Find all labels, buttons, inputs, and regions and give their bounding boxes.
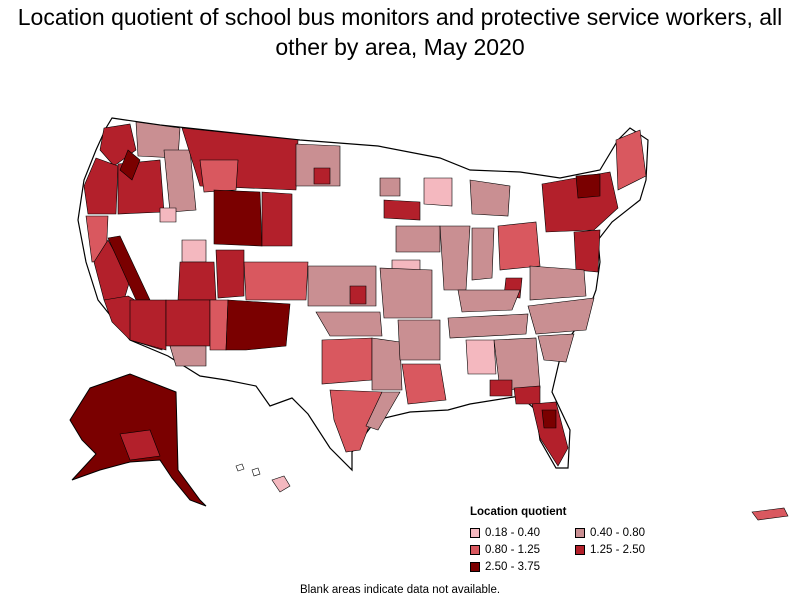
region-nm-west: [209, 299, 229, 351]
legend-item-1: 0.40 - 0.80: [575, 526, 680, 540]
region-az-west: [129, 299, 167, 351]
region-az-south: [169, 345, 207, 367]
region-tn: [447, 313, 529, 339]
region-wy: [213, 189, 263, 247]
region-fl-dark: [541, 409, 557, 429]
region-ia: [395, 225, 441, 253]
legend-items: 0.18 - 0.40 0.40 - 0.80 0.80 - 1.25 1.25…: [470, 526, 710, 574]
region-hawaii-big: [271, 475, 291, 493]
legend-title: Location quotient: [470, 506, 567, 518]
region-or-east: [119, 149, 141, 181]
region-hawaii-small-1: [251, 467, 261, 477]
legend-label-0: 0.18 - 0.40: [485, 527, 540, 539]
region-il: [439, 225, 471, 291]
region-in: [471, 227, 495, 281]
region-al-ms-light: [465, 339, 497, 375]
region-fl-panhandle: [513, 385, 541, 405]
legend-swatch-4: [470, 562, 480, 572]
region-mt: [181, 127, 299, 191]
region-tx-north: [321, 337, 373, 385]
region-mn-dark: [383, 199, 421, 221]
legend-swatch-3: [575, 545, 585, 555]
legend-label-2: 0.80 - 1.25: [485, 544, 540, 556]
region-puerto-rico: [751, 507, 789, 521]
legend-swatch-1: [575, 528, 585, 538]
region-wy-east: [261, 191, 293, 247]
legend-item-0: 0.18 - 0.40: [470, 526, 575, 540]
legend-label-1: 0.40 - 0.80: [590, 527, 645, 539]
region-tx-south: [329, 389, 383, 453]
region-fl-peninsula: [531, 401, 569, 467]
region-az-central: [165, 299, 211, 347]
legend-label-4: 2.50 - 3.75: [485, 561, 540, 573]
region-id-small: [159, 207, 177, 223]
region-ca-central: [93, 239, 131, 301]
region-alaska-south: [119, 429, 161, 461]
region-mi: [469, 179, 511, 217]
region-ny-dark: [575, 173, 601, 199]
legend-item-2: 0.80 - 1.25: [470, 543, 575, 557]
region-la: [401, 363, 447, 405]
region-nj-md: [573, 229, 601, 273]
map-legend: Location quotient 0.18 - 0.40 0.40 - 0.8…: [470, 506, 710, 574]
region-mt-sw: [199, 159, 239, 193]
region-va: [529, 265, 587, 301]
region-co-west: [215, 249, 245, 299]
region-ut-small: [181, 239, 207, 263]
legend-swatch-0: [470, 528, 480, 538]
region-la-dark: [489, 379, 513, 397]
map-title: Location quotient of school bus monitors…: [17, 4, 783, 60]
legend-item-3: 1.25 - 2.50: [575, 543, 680, 557]
region-ok: [315, 311, 383, 337]
region-ut-south: [177, 261, 217, 301]
region-tx-east: [371, 337, 403, 391]
region-nm-east: [225, 299, 291, 351]
region-hawaii-small-2: [235, 463, 245, 472]
region-or-coast: [83, 157, 119, 215]
legend-item-4: 2.50 - 3.75: [470, 560, 575, 574]
region-tx-coast: [365, 391, 401, 431]
region-ky: [457, 289, 521, 313]
region-id: [163, 149, 197, 213]
region-ks-small: [349, 285, 367, 305]
legend-label-3: 1.25 - 2.50: [590, 544, 645, 556]
region-nd-small: [313, 167, 331, 185]
region-mn-light: [379, 177, 401, 197]
region-new-england: [615, 129, 647, 191]
region-sc: [537, 333, 575, 363]
footnote: Blank areas indicate data not available.: [299, 584, 501, 596]
legend-swatch-2: [470, 545, 480, 555]
region-nc: [527, 297, 595, 335]
region-oh: [497, 221, 541, 271]
region-co-east: [243, 261, 309, 301]
region-ar: [397, 319, 441, 361]
region-wi: [423, 177, 453, 207]
region-mo: [379, 267, 433, 319]
